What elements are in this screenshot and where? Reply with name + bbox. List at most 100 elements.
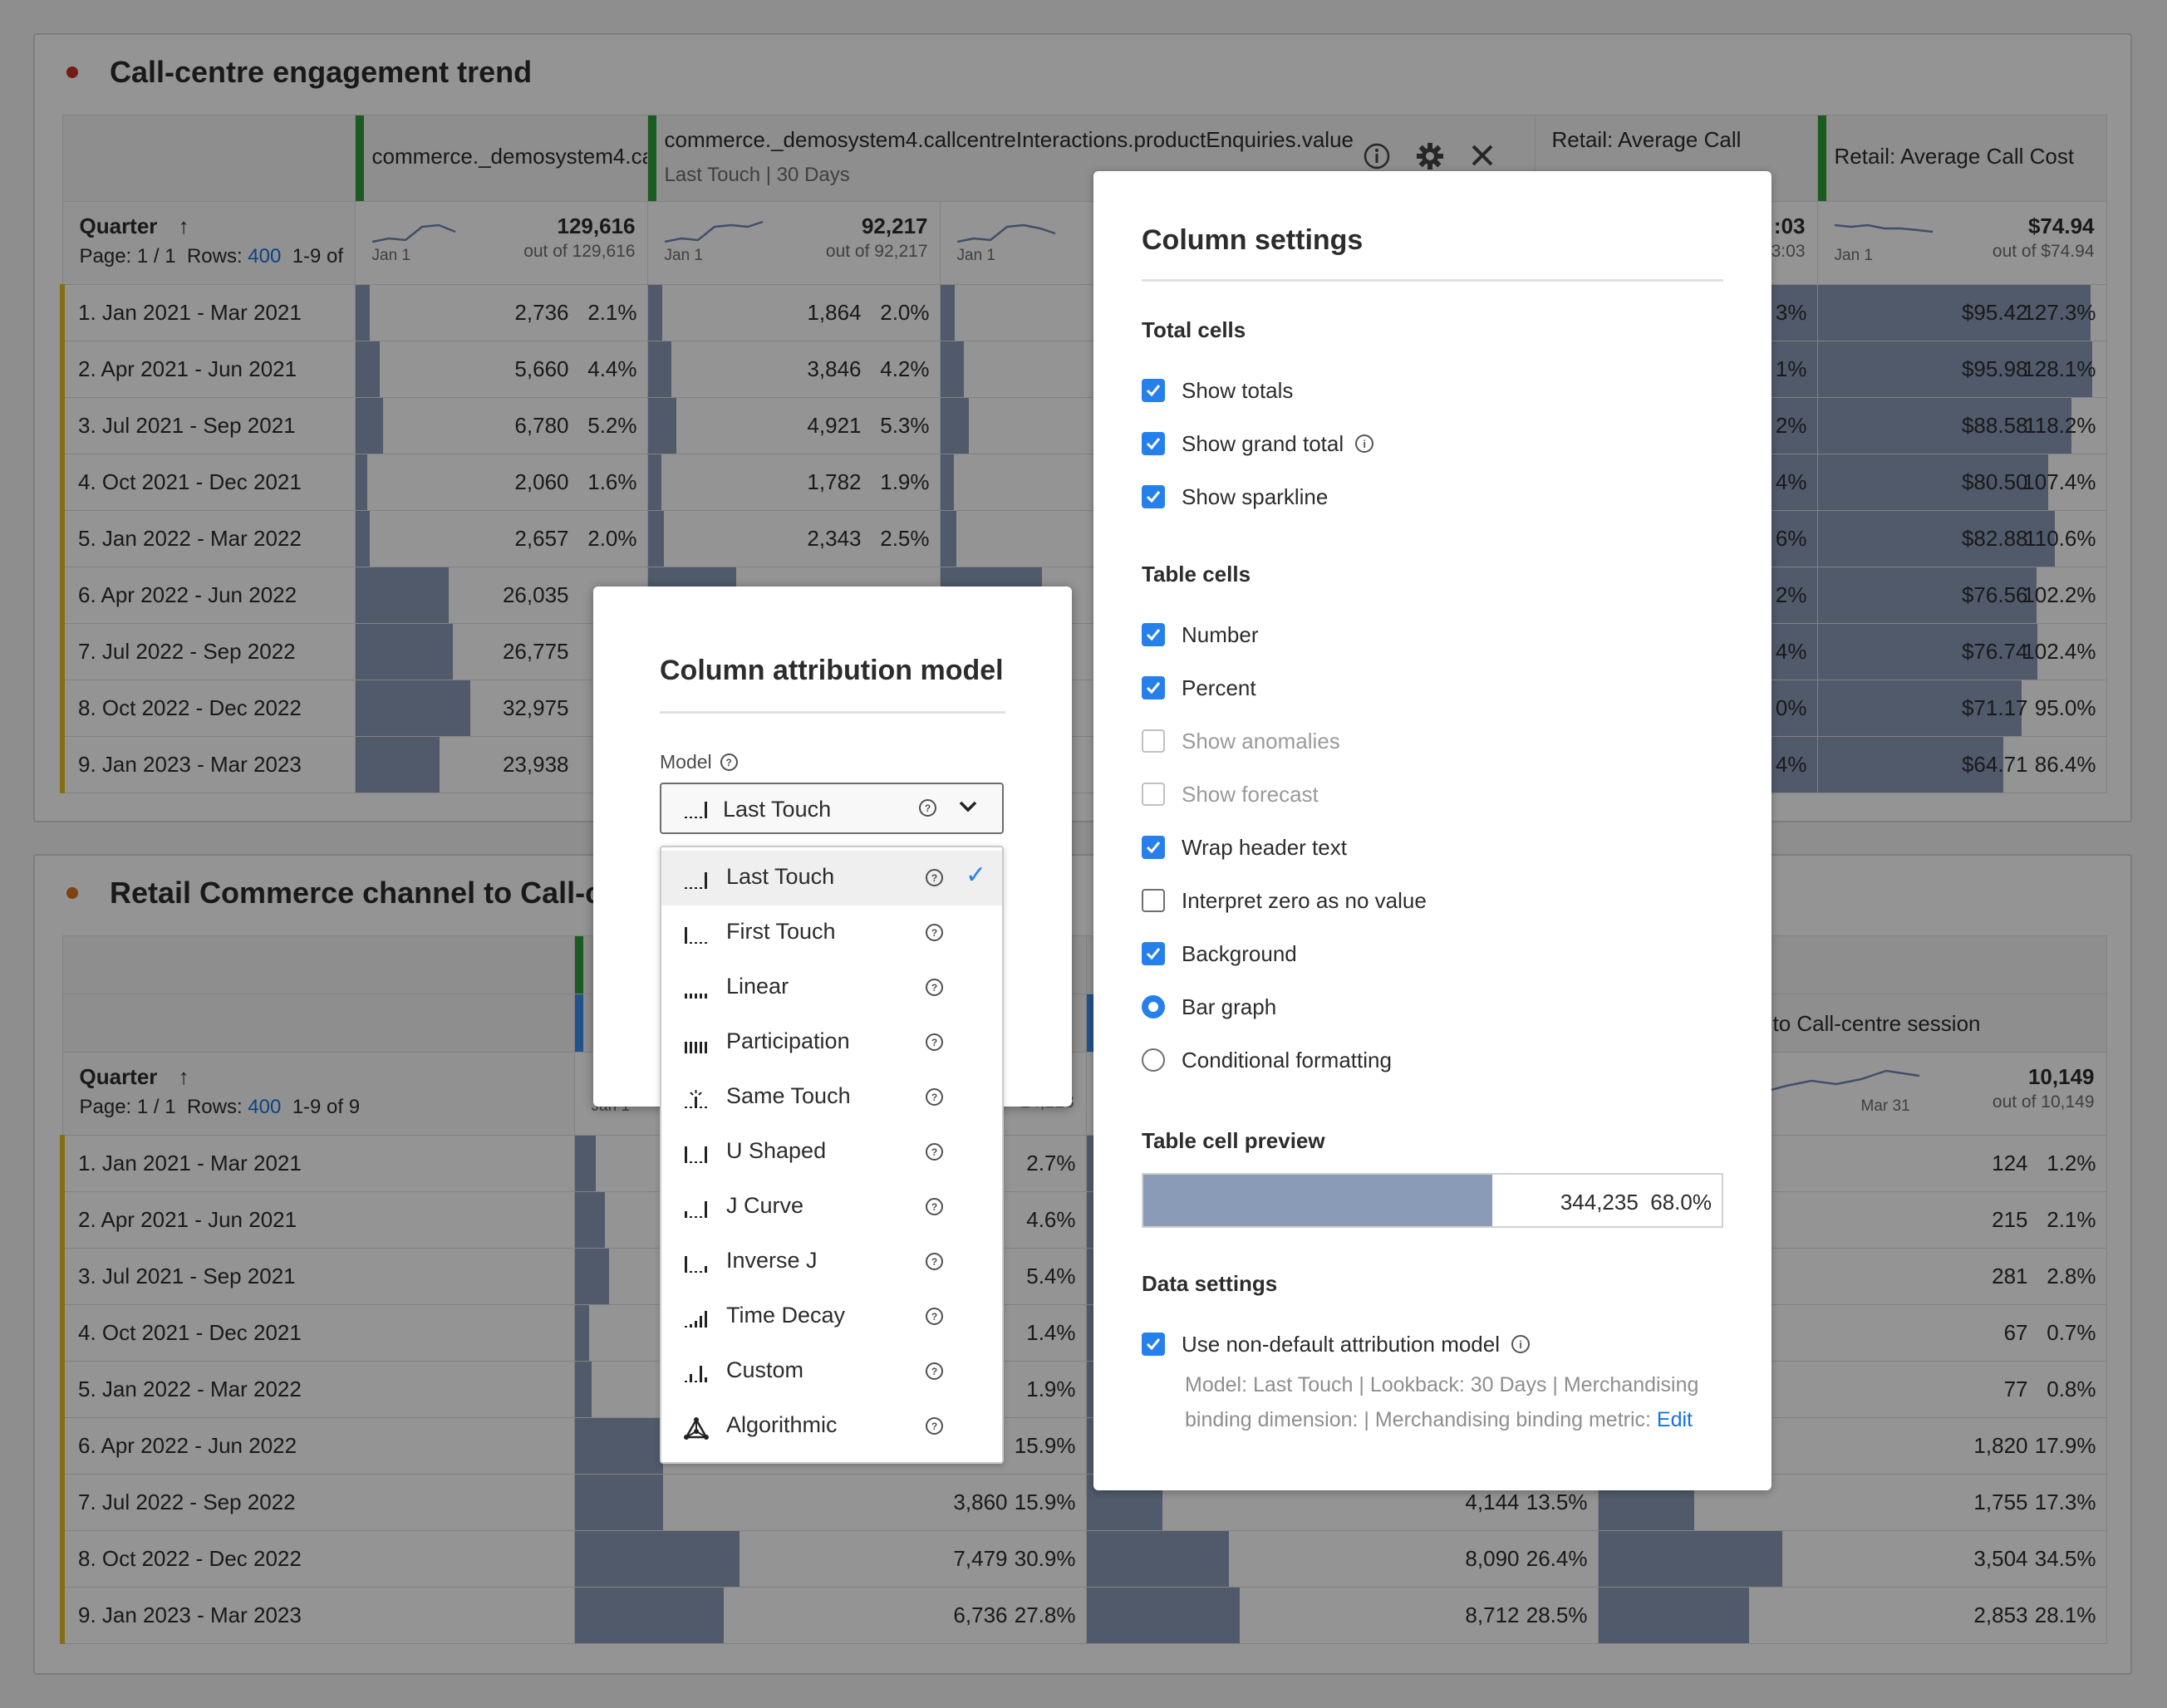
model-option-time-decay[interactable]: Time Decay? — [661, 1289, 1002, 1344]
use-nondefault-attribution-checkbox[interactable]: Use non-default attribution model i — [1142, 1328, 1531, 1361]
model-dropdown-menu: Last Touch? ✓ First Touch? Linear? Participa… — [660, 846, 1004, 1464]
total-cells-heading: Total cells — [1142, 317, 1246, 342]
show-sparkline-checkbox[interactable]: Show sparkline — [1142, 480, 1328, 513]
model-option-custom[interactable]: Custom? — [661, 1344, 1002, 1399]
table-cells-heading: Table cells — [1142, 562, 1251, 587]
cell-bar — [1818, 454, 2048, 510]
help-icon[interactable]: ? — [720, 753, 738, 771]
column-header-label: commerce._demosystem4.ca — [371, 144, 647, 169]
model-option-u-shaped[interactable]: U Shaped? — [661, 1125, 1002, 1180]
panel-title: Call-centre engagement trend — [110, 55, 533, 89]
number-checkbox[interactable]: Number — [1142, 618, 1258, 651]
sort-ascending-icon[interactable]: ↑ — [178, 1064, 189, 1089]
help-icon[interactable]: ? — [926, 1417, 943, 1435]
cell-bar — [1818, 737, 2003, 793]
checkbox-checked[interactable] — [1142, 485, 1165, 508]
close-icon[interactable] — [1469, 142, 1496, 174]
model-option-label: Same Touch — [726, 1083, 851, 1108]
model-option-first-touch[interactable]: First Touch? — [661, 906, 1002, 960]
help-icon[interactable]: ? — [926, 979, 943, 996]
sparkline — [664, 220, 763, 243]
help-icon[interactable]: ? — [919, 799, 936, 817]
j-curve-icon — [683, 1198, 710, 1224]
model-option-participation[interactable]: Participation? — [661, 1015, 1002, 1070]
metric-cell: 3,860 15.9% — [573, 1474, 1087, 1531]
checkbox-label: Show anomalies — [1182, 728, 1340, 753]
row-label: 8. Oct 2022 - Dec 2022 — [60, 680, 356, 737]
model-picker-value: Last Touch — [723, 797, 832, 822]
row-label: 9. Jan 2023 - Mar 2023 — [60, 1587, 575, 1644]
wrap-header-text-checkbox[interactable]: Wrap header text — [1142, 831, 1347, 864]
help-icon[interactable]: ? — [926, 1033, 943, 1051]
help-icon[interactable]: ? — [926, 1088, 943, 1106]
model-option-j-curve[interactable]: J Curve? — [661, 1180, 1002, 1234]
radio-label: Conditional formatting — [1182, 1047, 1392, 1072]
background-checkbox[interactable]: Background — [1142, 937, 1297, 970]
show-grand-total-checkbox[interactable]: Show grand total i — [1142, 427, 1374, 460]
help-icon[interactable]: ? — [926, 869, 943, 886]
row-label: 4. Oct 2021 - Dec 2021 — [60, 454, 356, 511]
cell-bar — [648, 341, 671, 397]
rows-per-page[interactable]: 400 — [248, 1096, 282, 1118]
checkbox-checked[interactable] — [1142, 379, 1165, 402]
checkbox-checked[interactable] — [1142, 676, 1165, 699]
checkbox-checked[interactable] — [1142, 1333, 1165, 1356]
help-icon[interactable]: ? — [926, 924, 943, 941]
checkbox-checked[interactable] — [1142, 942, 1165, 965]
info-icon[interactable]: i — [1355, 434, 1374, 453]
help-icon[interactable]: ? — [926, 1253, 943, 1270]
info-icon[interactable] — [1363, 142, 1391, 176]
inverse-j-icon — [683, 1253, 710, 1279]
cell-bar — [356, 398, 383, 454]
model-option-algorithmic[interactable]: Algorithmic? — [661, 1399, 1002, 1454]
help-icon[interactable]: ? — [926, 1198, 943, 1215]
checkbox-checked[interactable] — [1142, 623, 1165, 646]
cell-bar — [356, 511, 370, 567]
column-header-5[interactable]: Retail: Average Call Cost — [1816, 115, 2107, 202]
checkbox-checked[interactable] — [1142, 432, 1165, 455]
metric-cell: 4,921 5.3% — [646, 397, 941, 454]
model-option-inverse-j[interactable]: Inverse J? — [661, 1234, 1002, 1289]
metric-cell: 3,504 34.5% — [1597, 1530, 2107, 1588]
model-option-linear[interactable]: Linear? — [661, 960, 1002, 1015]
help-icon[interactable]: ? — [926, 1308, 943, 1325]
table-row[interactable]: 9. Jan 2023 - Mar 2023 6,736 27.8% 8,712 28.… — [60, 1587, 2107, 1644]
checkbox-unchecked[interactable] — [1142, 889, 1165, 912]
cell-bar — [356, 567, 449, 623]
help-icon[interactable]: ? — [926, 1362, 943, 1380]
model-option-same-touch[interactable]: Same Touch? — [661, 1070, 1002, 1125]
attribution-model-summary: Model: Last Touch | Lookback: 30 Days | … — [1185, 1373, 1699, 1431]
percent-checkbox[interactable]: Percent — [1142, 671, 1256, 704]
row-label: 3. Jul 2021 - Sep 2021 — [60, 397, 356, 454]
model-option-label: J Curve — [726, 1193, 804, 1218]
edit-link[interactable]: Edit — [1656, 1408, 1693, 1431]
rows-per-page[interactable]: 400 — [248, 245, 282, 267]
dimension-label[interactable]: Quarter ↑ — [79, 1064, 189, 1089]
dimension-label[interactable]: Quarter ↑ — [79, 214, 189, 238]
model-picker[interactable]: Last Touch ? — [660, 783, 1004, 834]
radio-button[interactable] — [1142, 1048, 1165, 1072]
bar-graph-radio[interactable]: Bar graph — [1142, 990, 1276, 1023]
column-header-label: to Call-centre session — [1772, 1011, 1981, 1036]
total-cell: Jan 1 129,616 out of 129,616 — [354, 201, 648, 285]
show-totals-checkbox[interactable]: Show totals — [1142, 374, 1293, 407]
checkbox-label: Show forecast — [1182, 781, 1319, 807]
model-option-last-touch[interactable]: Last Touch? ✓ — [661, 851, 1002, 906]
help-icon[interactable]: ? — [926, 1143, 943, 1161]
sort-ascending-icon[interactable]: ↑ — [178, 214, 189, 238]
radio-button[interactable] — [1142, 995, 1165, 1018]
checkbox-checked[interactable] — [1142, 836, 1165, 859]
conditional-formatting-radio[interactable]: Conditional formatting — [1142, 1043, 1392, 1077]
metric-cell: 1,782 1.9% — [646, 454, 941, 511]
total-cell: Jan 1 $74.94 out of $74.94 — [1816, 201, 2107, 285]
pagination: Page: 1 / 1 Rows: 400 1-9 of — [79, 245, 344, 267]
metric-cell: $88.58 118.2% — [1816, 397, 2107, 454]
gear-icon[interactable] — [1414, 140, 1446, 178]
cell-bar — [648, 454, 661, 510]
column-header-label: Retail: Average Call — [1551, 127, 1742, 152]
model-label: Model? — [660, 751, 738, 773]
interpret-zero-as-no-value-checkbox[interactable]: Interpret zero as no value — [1142, 884, 1427, 917]
table-row[interactable]: 7. Jul 2022 - Sep 2022 3,860 15.9% 4,144 13.… — [60, 1474, 2107, 1531]
table-row[interactable]: 8. Oct 2022 - Dec 2022 7,479 30.9% 8,090 26.… — [60, 1530, 2107, 1588]
info-icon[interactable]: i — [1511, 1335, 1531, 1353]
